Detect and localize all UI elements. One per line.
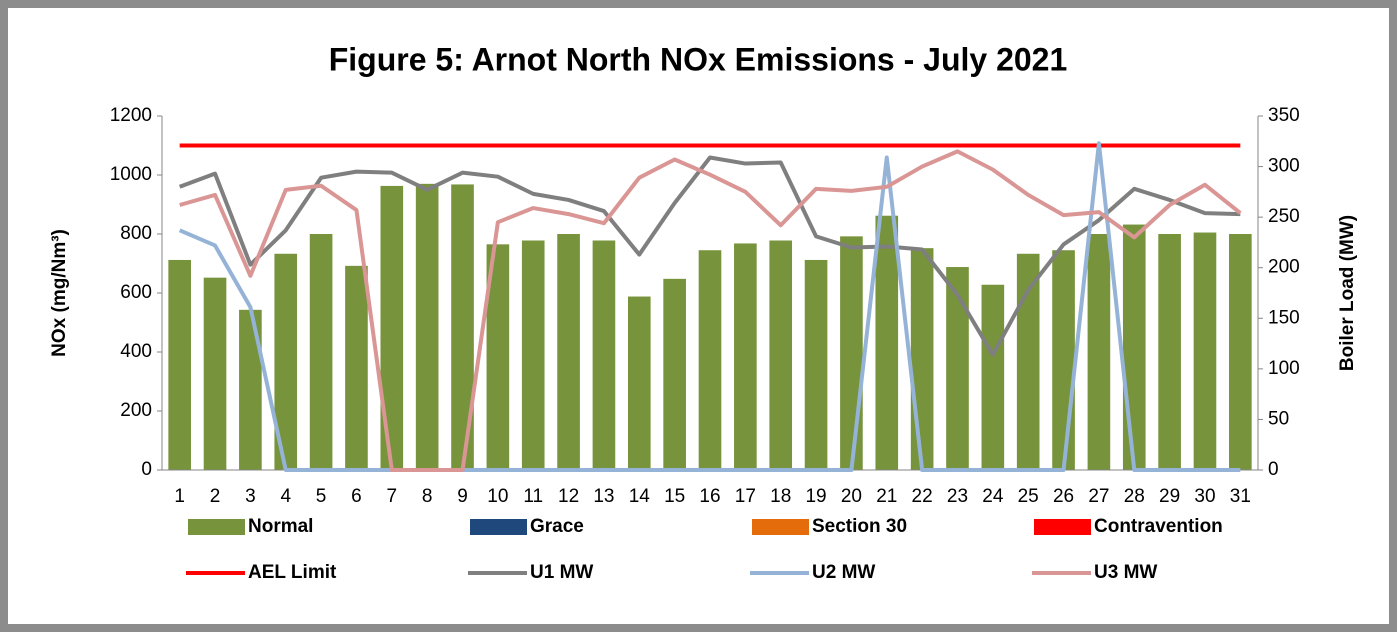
x-tick-label: 17 <box>735 486 756 507</box>
bar <box>451 184 474 470</box>
bar <box>734 243 757 470</box>
bar <box>415 183 439 470</box>
bar <box>345 265 368 470</box>
y2-tick-label: 350 <box>1268 105 1300 126</box>
x-tick-label: 5 <box>316 486 327 507</box>
legend-swatch <box>470 519 527 535</box>
line-series <box>178 155 1241 357</box>
legend-swatch <box>1034 519 1091 535</box>
bar <box>627 296 651 470</box>
bar <box>203 277 227 470</box>
y2-tick-label: 150 <box>1268 307 1300 328</box>
y-tick-label: 400 <box>120 341 152 362</box>
legend-label: Normal <box>248 516 313 537</box>
x-tick-label: 4 <box>280 486 291 507</box>
legend-label: U1 MW <box>530 562 593 583</box>
x-tick-label: 20 <box>841 486 862 507</box>
bar <box>1193 232 1217 470</box>
line-series <box>179 149 1242 472</box>
x-tick-label: 12 <box>558 486 579 507</box>
bar <box>1016 253 1040 470</box>
bar <box>309 234 333 470</box>
x-tick-label: 8 <box>422 486 433 507</box>
bar <box>1229 234 1252 470</box>
x-tick-label: 25 <box>1018 486 1039 507</box>
y2-tick-label: 0 <box>1268 459 1279 480</box>
x-tick-label: 18 <box>770 486 791 507</box>
x-tick-label: 31 <box>1230 486 1251 507</box>
y-tick-label: 800 <box>120 223 152 244</box>
bar <box>698 250 722 470</box>
bar <box>592 240 616 470</box>
x-tick-label: 19 <box>805 486 826 507</box>
bar <box>1052 250 1075 470</box>
x-tick-label: 9 <box>457 486 468 507</box>
bar <box>168 259 191 470</box>
y-tick-label: 600 <box>120 282 152 303</box>
x-tick-label: 28 <box>1124 486 1145 507</box>
legend-swatch <box>188 519 245 535</box>
bar <box>380 185 404 471</box>
legend-label: U2 MW <box>812 562 875 583</box>
bar <box>1087 234 1111 470</box>
y2-tick-label: 50 <box>1268 408 1289 429</box>
y2-tick-label: 100 <box>1268 358 1300 379</box>
y-tick-label: 1200 <box>110 105 152 126</box>
bar <box>521 240 545 470</box>
y2-tick-label: 300 <box>1268 156 1300 177</box>
y2-axis-label: Boiler Load (MW) <box>1337 215 1358 371</box>
legend-swatch <box>752 519 809 535</box>
y2-tick-label: 200 <box>1268 257 1300 278</box>
bar <box>981 284 1005 470</box>
y-tick-label: 0 <box>141 459 152 480</box>
legend-label: AEL Limit <box>248 562 337 583</box>
x-tick-label: 13 <box>593 486 614 507</box>
x-tick-label: 16 <box>699 486 720 507</box>
x-tick-label: 2 <box>210 486 221 507</box>
y-tick-label: 1000 <box>110 164 152 185</box>
bar <box>663 278 686 470</box>
bar <box>769 240 793 470</box>
x-tick-label: 30 <box>1194 486 1215 507</box>
x-tick-label: 11 <box>523 486 543 507</box>
bar <box>486 244 510 470</box>
x-tick-label: 7 <box>387 486 398 507</box>
x-tick-label: 23 <box>947 486 968 507</box>
bar <box>804 259 828 470</box>
x-tick-label: 15 <box>664 486 685 507</box>
x-tick-label: 27 <box>1088 486 1109 507</box>
bar <box>946 267 969 470</box>
legend-label: U3 MW <box>1094 562 1157 583</box>
y-axis-label: NOx (mg/Nm³) <box>49 229 70 357</box>
x-tick-label: 24 <box>982 486 1004 507</box>
x-tick-label: 29 <box>1159 486 1180 507</box>
x-tick-label: 10 <box>487 486 508 507</box>
bar <box>1122 224 1146 470</box>
legend-label: Section 30 <box>812 516 907 537</box>
bar <box>557 234 580 470</box>
x-tick-label: 1 <box>174 486 185 507</box>
line-series <box>178 141 1241 472</box>
legend-label: Contravention <box>1094 516 1223 537</box>
legend-label: Grace <box>530 516 584 537</box>
bar <box>274 253 298 470</box>
bar <box>910 248 934 470</box>
y-tick-label: 200 <box>120 400 152 421</box>
y2-tick-label: 250 <box>1268 206 1300 227</box>
x-tick-label: 6 <box>351 486 362 507</box>
bar <box>239 309 262 470</box>
x-tick-label: 26 <box>1053 486 1074 507</box>
x-tick-label: 21 <box>876 486 897 507</box>
x-tick-label: 22 <box>912 486 933 507</box>
x-tick-label: 3 <box>245 486 256 507</box>
bar <box>840 236 863 470</box>
bar <box>875 215 899 470</box>
bar <box>1158 234 1181 470</box>
chart-title: Figure 5: Arnot North NOx Emissions - Ju… <box>329 41 1068 77</box>
x-tick-label: 14 <box>629 486 651 507</box>
